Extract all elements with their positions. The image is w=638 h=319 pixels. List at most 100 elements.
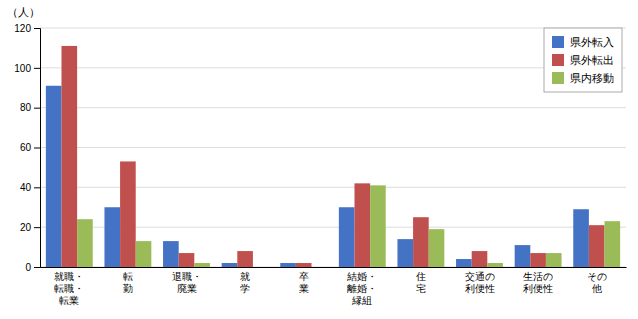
bar <box>413 217 429 267</box>
legend-label: 県内移動 <box>570 72 614 85</box>
x-tick: 交通の利便性 <box>465 271 495 294</box>
x-tick-label-line: 転職・ <box>54 283 84 294</box>
x-tick-label-line: 業 <box>299 283 309 294</box>
x-tick-label-line: 利便性 <box>523 283 553 294</box>
grid-line <box>40 107 626 108</box>
legend-frame <box>544 28 622 92</box>
x-tick-label-line: 就職・ <box>54 271 84 282</box>
legend-item: 県外転入 <box>552 36 614 49</box>
bar <box>253 267 269 268</box>
bar <box>589 225 605 267</box>
y-tick: 100 <box>14 63 40 74</box>
bar <box>312 267 328 268</box>
grid <box>40 28 626 267</box>
x-tick-label-line: 廃業 <box>177 283 197 294</box>
y-axis-title: （人） <box>7 6 40 19</box>
bar <box>456 259 472 267</box>
bar <box>370 185 386 267</box>
x-tick-label: 生活の利便性 <box>523 271 553 294</box>
x-tick-label-line: 住 <box>416 271 426 282</box>
x-tick-label: 転勤 <box>123 271 133 294</box>
y-tick-mark <box>34 148 40 149</box>
y-tick: 120 <box>14 23 40 34</box>
x-tick-label-line: 転業 <box>59 295 79 306</box>
bar <box>530 253 546 267</box>
x-tick: 生活の利便性 <box>523 271 553 294</box>
x-tick-label-line: 生活の <box>523 271 553 282</box>
x-tick-label: 就学 <box>240 271 250 294</box>
x-tick-label: 結婚・離婚・縁組 <box>346 271 377 306</box>
bar <box>222 263 238 267</box>
grid-line <box>40 147 626 148</box>
grid-line <box>40 28 626 29</box>
x-tick: 就学 <box>240 271 250 294</box>
bar <box>77 219 93 267</box>
legend: 県外転入県外転出県内移動 <box>544 28 622 92</box>
bar <box>605 221 621 267</box>
y-tick-label: 20 <box>20 222 32 233</box>
y-tick-mark <box>34 68 40 69</box>
y-axis: 0 20 40 60 80 100 120 <box>14 23 40 273</box>
x-tick-label-line: 学 <box>240 283 250 294</box>
x-tick-label: 交通の利便性 <box>465 271 495 294</box>
bar <box>397 239 413 267</box>
bar <box>237 251 253 267</box>
y-tick-label: 120 <box>14 23 31 34</box>
x-tick: 結婚・離婚・縁組 <box>346 271 377 306</box>
bar-series <box>61 46 604 267</box>
y-axis-line <box>34 29 41 268</box>
x-tick-label-line: 転 <box>123 271 133 282</box>
bar <box>339 207 355 267</box>
grid-line <box>40 67 626 68</box>
x-tick-label-line: 他 <box>592 283 602 294</box>
x-tick-label: その他 <box>587 271 607 294</box>
y-tick: 20 <box>20 222 40 233</box>
y-tick-mark <box>34 267 40 268</box>
x-tick-label: 住宅 <box>416 271 426 294</box>
legend-swatch <box>552 54 564 66</box>
x-tick-label-line: 宅 <box>416 283 426 294</box>
legend-item: 県内移動 <box>552 72 614 85</box>
x-tick-label-line: 離婚・ <box>347 283 377 294</box>
x-tick-label-line: 卒 <box>299 271 309 282</box>
x-tick-label: 卒業 <box>299 271 309 294</box>
y-tick-label: 60 <box>20 142 32 153</box>
x-tick-label: 退職・廃業 <box>172 271 202 294</box>
legend-label: 県外転出 <box>570 54 614 67</box>
chart: 020406080100120就職・転職・転業転勤退職・廃業就学卒業結婚・離婚・… <box>0 0 638 319</box>
bar <box>354 183 370 267</box>
bar <box>104 207 120 267</box>
x-tick-label-line: 利便性 <box>465 283 495 294</box>
bar <box>46 86 62 267</box>
x-tick-label-line: 交通の <box>465 271 495 282</box>
y-tick-label: 0 <box>25 262 31 273</box>
bar <box>163 241 179 267</box>
y-tick-mark <box>34 227 40 228</box>
y-tick-label: 40 <box>20 182 32 193</box>
x-axis: 就職・転職・転業転勤退職・廃業就学卒業結婚・離婚・縁組住宅交通の利便性生活の利便… <box>41 268 627 307</box>
y-tick: 40 <box>20 182 40 193</box>
x-tick-label-line: その <box>587 271 607 282</box>
bar <box>120 161 136 267</box>
bar-series <box>46 86 589 267</box>
x-tick: その他 <box>587 271 607 294</box>
y-tick: 80 <box>20 102 40 113</box>
bar <box>515 245 531 267</box>
x-tick-label-line: 縁組 <box>351 295 372 306</box>
legend-item: 県外転出 <box>552 54 614 67</box>
bar <box>472 251 488 267</box>
bar <box>546 253 562 267</box>
x-tick-label-line: 勤 <box>123 283 133 294</box>
y-tick: 60 <box>20 142 40 153</box>
bar <box>296 263 312 267</box>
plot: 020406080100120就職・転職・転業転勤退職・廃業就学卒業結婚・離婚・… <box>14 23 626 306</box>
x-axis-line <box>41 267 627 268</box>
x-tick: 転勤 <box>123 271 133 294</box>
x-tick-label-line: 就 <box>240 271 250 282</box>
x-tick: 就職・転職・転業 <box>54 271 84 306</box>
x-tick-label: 就職・転職・転業 <box>54 271 84 306</box>
x-tick-label-line: 退職・ <box>172 271 202 282</box>
bars <box>46 46 620 267</box>
y-tick-mark <box>34 28 40 29</box>
bar <box>61 46 77 267</box>
